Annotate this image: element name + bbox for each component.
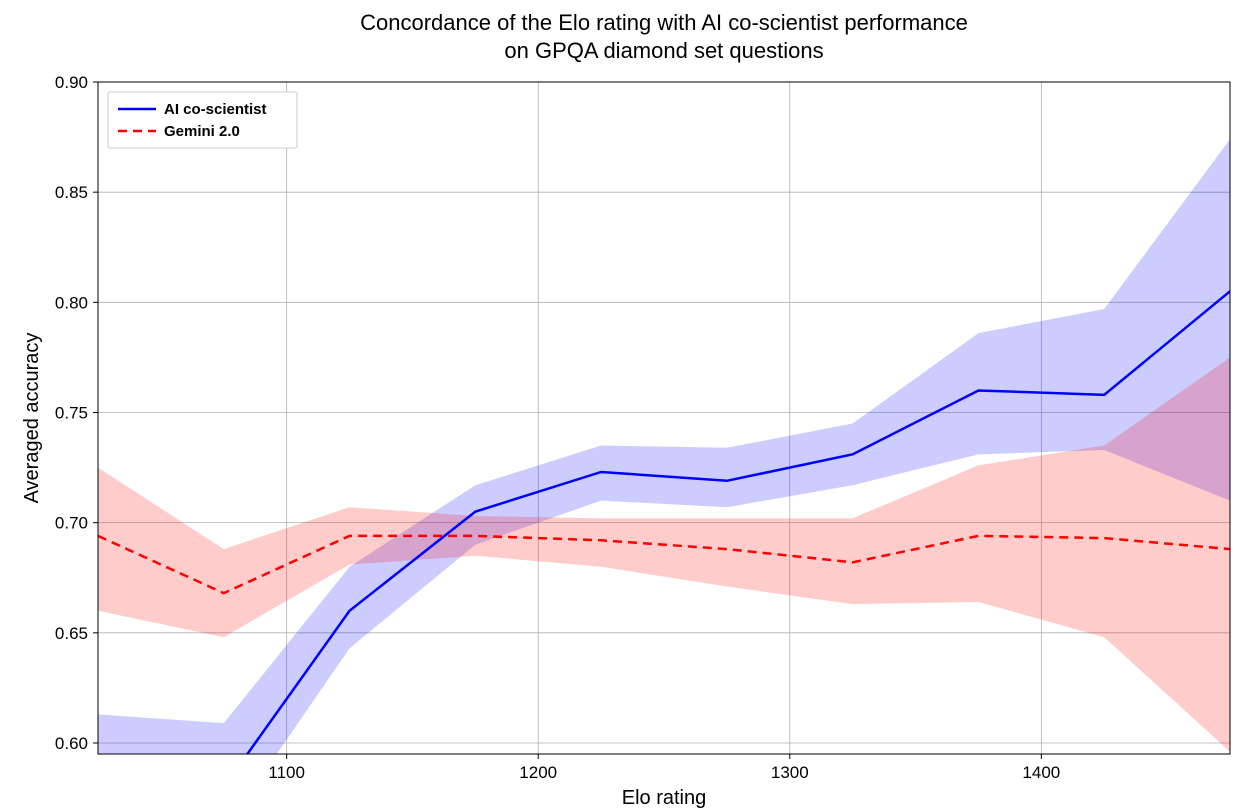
x-axis-label: Elo rating [622,787,707,809]
xtick-label: 1300 [771,763,809,782]
ytick-label: 0.70 [55,514,88,533]
ytick-label: 0.85 [55,183,88,202]
legend-label: Gemini 2.0 [164,123,240,140]
legend-label: AI co-scientist [164,101,267,118]
legend: AI co-scientist Gemini 2.0 [108,92,297,148]
chart-title-line2: on GPQA diamond set questions [504,38,823,63]
ytick-label: 0.90 [55,73,88,92]
ytick-label: 0.75 [55,403,88,422]
ytick-label: 0.60 [55,734,88,753]
xtick-label: 1400 [1022,763,1060,782]
chart-title-line1: Concordance of the Elo rating with AI co… [360,10,968,35]
line-chart: Concordance of the Elo rating with AI co… [0,0,1250,809]
xtick-label: 1100 [268,763,305,782]
chart-container: Concordance of the Elo rating with AI co… [0,0,1250,809]
ytick-label: 0.80 [55,293,88,312]
y-axis-label: Averaged accuracy [21,333,43,504]
ytick-label: 0.65 [55,624,88,643]
xtick-label: 1200 [519,763,557,782]
